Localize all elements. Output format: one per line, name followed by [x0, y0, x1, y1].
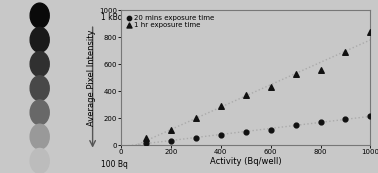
Circle shape — [30, 3, 49, 28]
1 hr exposure time — [342, 51, 349, 54]
Legend: 20 mins exposure time, 1 hr exposure time: 20 mins exposure time, 1 hr exposure tim… — [124, 14, 215, 29]
20 mins exposure time — [342, 118, 349, 120]
Circle shape — [30, 27, 49, 52]
1 hr exposure time — [268, 86, 274, 89]
1 hr exposure time — [218, 105, 224, 108]
20 mins exposure time — [143, 141, 149, 144]
20 mins exposure time — [218, 133, 224, 136]
Circle shape — [30, 124, 49, 149]
1 hr exposure time — [367, 31, 373, 33]
Text: 1 kBq: 1 kBq — [101, 13, 122, 22]
Text: 100 Bq: 100 Bq — [101, 160, 127, 169]
1 hr exposure time — [193, 117, 199, 120]
Circle shape — [30, 52, 49, 76]
Circle shape — [30, 148, 49, 173]
1 hr exposure time — [318, 68, 324, 71]
20 mins exposure time — [318, 120, 324, 123]
20 mins exposure time — [268, 128, 274, 131]
Circle shape — [30, 76, 49, 101]
1 hr exposure time — [143, 136, 149, 139]
1 hr exposure time — [168, 129, 174, 132]
20 mins exposure time — [193, 136, 199, 139]
20 mins exposure time — [293, 124, 299, 126]
1 hr exposure time — [293, 72, 299, 75]
20 mins exposure time — [243, 130, 249, 133]
1 hr exposure time — [243, 94, 249, 97]
20 mins exposure time — [367, 115, 373, 118]
20 mins exposure time — [168, 139, 174, 142]
X-axis label: Activity (Bq/well): Activity (Bq/well) — [210, 157, 282, 166]
Y-axis label: Average Pixel Intensity: Average Pixel Intensity — [87, 30, 96, 126]
Circle shape — [30, 100, 49, 125]
